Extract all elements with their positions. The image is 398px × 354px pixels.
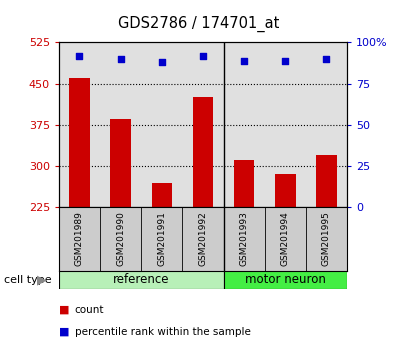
Text: GSM201995: GSM201995 <box>322 211 331 266</box>
Text: GDS2786 / 174701_at: GDS2786 / 174701_at <box>118 16 280 32</box>
Text: percentile rank within the sample: percentile rank within the sample <box>75 327 251 337</box>
Text: count: count <box>75 305 104 315</box>
Text: GSM201991: GSM201991 <box>157 211 166 266</box>
Bar <box>275 174 296 207</box>
Text: GSM201990: GSM201990 <box>116 211 125 266</box>
Bar <box>69 78 90 207</box>
Point <box>241 58 247 63</box>
Text: ▶: ▶ <box>37 273 47 286</box>
Bar <box>59 271 224 289</box>
Bar <box>193 97 213 207</box>
Bar <box>234 160 254 207</box>
Bar <box>152 183 172 207</box>
Text: GSM201989: GSM201989 <box>75 211 84 266</box>
Text: motor neuron: motor neuron <box>245 273 326 286</box>
Text: ■: ■ <box>59 305 69 315</box>
Text: reference: reference <box>113 273 170 286</box>
Bar <box>224 271 347 289</box>
Text: ■: ■ <box>59 327 69 337</box>
Point <box>76 53 83 58</box>
Point <box>117 56 124 62</box>
Point <box>200 53 206 58</box>
Text: cell type: cell type <box>4 275 52 285</box>
Point <box>323 56 330 62</box>
Text: GSM201993: GSM201993 <box>240 211 249 266</box>
Bar <box>316 155 337 207</box>
Text: GSM201992: GSM201992 <box>199 211 207 266</box>
Point <box>159 59 165 65</box>
Text: GSM201994: GSM201994 <box>281 211 290 266</box>
Point <box>282 58 289 63</box>
Bar <box>110 119 131 207</box>
